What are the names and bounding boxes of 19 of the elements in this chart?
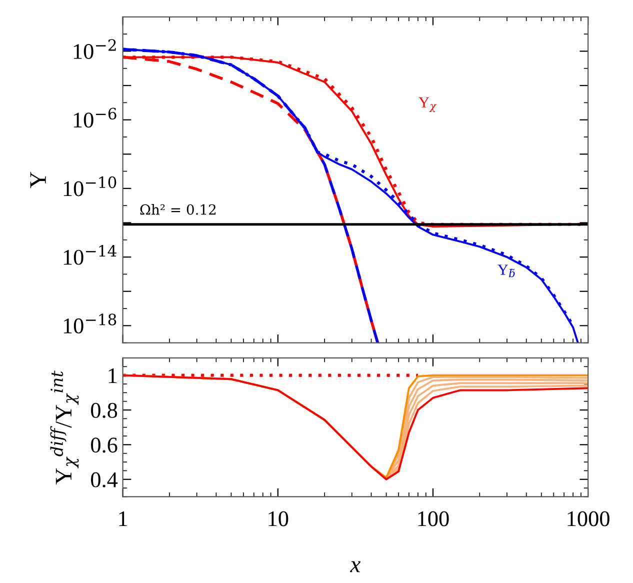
y-tick-label: 10$^{−2}$ (74, 39, 116, 59)
y-tick-label: 10$^{−14}$ (64, 244, 116, 265)
y-axis-title: Y$_{χ}$$^{diff}$/Y$_{χ}$$^{int}$ (50, 370, 79, 484)
y-tick-label: 0.6 (91, 438, 118, 453)
y-tick-label: 1 (108, 368, 117, 384)
x-tick-label: 10 (268, 511, 288, 526)
y-tick-label: 10$^{−6}$ (74, 108, 116, 128)
y-tick-label: 10$^{−10}$ (64, 176, 116, 196)
y-tick-label: 0.4 (91, 472, 118, 488)
x-tick-label: 100 (418, 511, 449, 526)
y-axis-title: Y (30, 172, 46, 188)
y-tick-label: 0.8 (91, 402, 118, 418)
x-tick-label: 1 (119, 511, 128, 526)
series-label: Y$_{b̃}$ (498, 264, 515, 278)
x-axis-title: x (350, 561, 360, 572)
x-tick-label: 1000 (568, 511, 610, 526)
annotation: Ωh² = 0.12 (140, 204, 216, 215)
y-tick-label: 10$^{−18}$ (64, 314, 116, 334)
text: Y$_{χ}$ (418, 97, 437, 112)
